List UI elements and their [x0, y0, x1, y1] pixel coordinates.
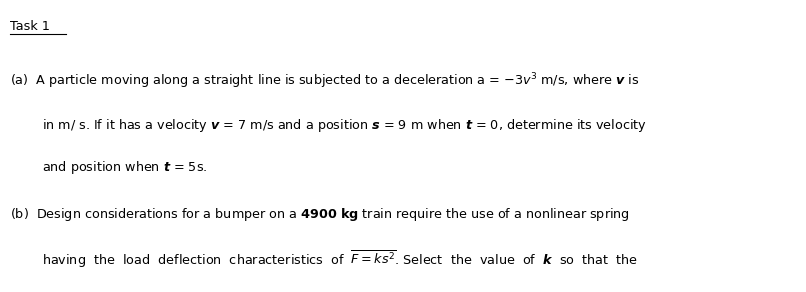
Text: Task 1: Task 1 — [10, 20, 50, 34]
Text: and position when $\boldsymbol{t}$ = 5s.: and position when $\boldsymbol{t}$ = 5s. — [42, 159, 207, 176]
Text: having  the  load  deflection  characteristics  of  $\overline{F = ks^2}$. Selec: having the load deflection characteristi… — [42, 248, 638, 270]
Text: (b)  Design considerations for a bumper on a $\mathbf{4900\ kg}$ train require t: (b) Design considerations for a bumper o… — [10, 206, 630, 223]
Text: in m/ s. If it has a velocity $\boldsymbol{v}$ = 7 m/s and a position $\boldsymb: in m/ s. If it has a velocity $\boldsymb… — [42, 117, 646, 134]
Text: maximum deflection of the spring is limited to $\mathbf{0.22\ m}$ when the train: maximum deflection of the spring is limi… — [42, 291, 634, 292]
Text: (a)  A particle moving along a straight line is subjected to a deceleration a = : (a) A particle moving along a straight l… — [10, 72, 640, 91]
